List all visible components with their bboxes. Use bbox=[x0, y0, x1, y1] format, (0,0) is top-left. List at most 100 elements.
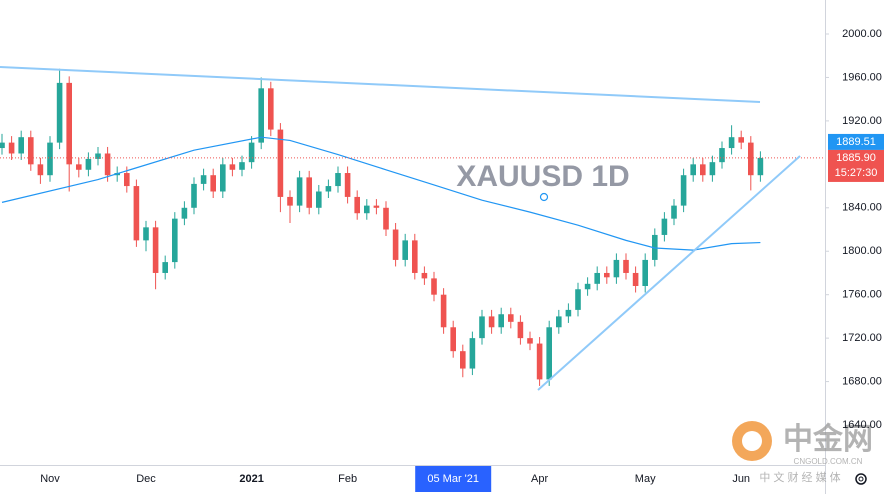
candle-body bbox=[364, 205, 370, 214]
candle-body bbox=[383, 207, 389, 230]
logo-inner bbox=[742, 431, 762, 451]
candle-body bbox=[306, 177, 312, 208]
candle-body bbox=[604, 272, 610, 278]
watermark-site: CNGOLD.COM.CN bbox=[794, 457, 863, 466]
gear[interactable] bbox=[855, 473, 867, 485]
crosshair-date-box bbox=[415, 466, 492, 492]
symbol-title: XAUUSD 1D bbox=[456, 160, 629, 193]
candle-body bbox=[632, 272, 639, 286]
candle-body bbox=[709, 162, 716, 176]
candle-body bbox=[248, 142, 255, 163]
candle-body bbox=[124, 173, 130, 187]
candle-body bbox=[344, 173, 351, 197]
candle-body bbox=[498, 314, 504, 328]
candle-body bbox=[56, 82, 63, 143]
candle-body bbox=[613, 259, 620, 278]
candle-body bbox=[210, 175, 216, 192]
x-tick-label: Apr bbox=[531, 473, 548, 485]
y-tick-label: 1800.00 bbox=[842, 245, 882, 257]
candle-body bbox=[316, 191, 322, 208]
candle-body bbox=[661, 218, 668, 235]
candle-body bbox=[565, 309, 572, 317]
candle-body bbox=[287, 196, 293, 206]
candle-body bbox=[719, 148, 725, 163]
x-tick-label: Nov bbox=[40, 473, 60, 485]
moving-average bbox=[1, 136, 761, 251]
candle-body bbox=[748, 142, 754, 176]
x-tick-label: Dec bbox=[136, 473, 156, 485]
watermark-brand: 中金网 bbox=[783, 422, 873, 456]
candle-body bbox=[37, 164, 44, 176]
candle-body bbox=[18, 137, 24, 154]
candle-body bbox=[488, 316, 495, 328]
candle-body bbox=[162, 262, 168, 273]
candle-body bbox=[220, 164, 226, 192]
candle-body bbox=[680, 175, 687, 206]
candle-body bbox=[8, 142, 15, 154]
candle-body bbox=[95, 153, 101, 159]
candle-body bbox=[536, 343, 543, 380]
y-tick-label: 1840.00 bbox=[842, 202, 882, 214]
candle-body bbox=[508, 314, 514, 322]
watermark: 中金网 CNGOLD.COM.CN 中 文 财 经 媒 体 bbox=[732, 421, 873, 484]
candle-body bbox=[594, 272, 600, 284]
candle-body bbox=[268, 88, 274, 130]
y-tick-label: 1640.00 bbox=[842, 419, 882, 431]
candle-body bbox=[671, 205, 677, 219]
candle-body bbox=[325, 186, 332, 192]
y-tick-label: 1920.00 bbox=[842, 115, 882, 127]
candle-body bbox=[229, 164, 236, 170]
watermark-tagline: 中 文 财 经 媒 体 bbox=[759, 470, 840, 484]
crosshair-date-label: 05 Mar '21 bbox=[427, 473, 479, 485]
y-tick-label: 1760.00 bbox=[842, 289, 882, 301]
candle-body bbox=[556, 316, 562, 328]
candle-body bbox=[335, 173, 341, 187]
x-tick-label: Feb bbox=[338, 473, 357, 485]
candle-body bbox=[200, 175, 207, 184]
candle-body bbox=[412, 240, 418, 273]
candle-body bbox=[738, 137, 744, 143]
candle-body bbox=[584, 283, 591, 290]
candle-body bbox=[191, 183, 197, 208]
candle-body bbox=[47, 142, 53, 176]
candle-body bbox=[392, 229, 399, 260]
candle-body bbox=[450, 327, 456, 352]
x-tick-label: Jun bbox=[732, 473, 750, 485]
candle-body bbox=[479, 316, 485, 339]
candle-body bbox=[421, 272, 428, 279]
settings-icon[interactable] bbox=[855, 473, 867, 485]
support-trendline bbox=[537, 155, 801, 391]
anchor-point bbox=[539, 192, 549, 202]
candle-body bbox=[66, 82, 72, 165]
candle-body bbox=[152, 227, 159, 273]
price-box bbox=[828, 133, 884, 150]
candle-body bbox=[181, 207, 188, 219]
x-tick-label: 2021 bbox=[239, 473, 263, 485]
candle-body bbox=[440, 294, 447, 328]
candle-body bbox=[133, 186, 140, 241]
last-price-box bbox=[828, 149, 884, 182]
candle-body bbox=[402, 240, 408, 260]
gear-center[interactable] bbox=[858, 476, 864, 482]
candle-body bbox=[757, 157, 764, 176]
candle-body bbox=[517, 321, 524, 339]
candle-body bbox=[172, 218, 178, 263]
candle-body bbox=[527, 338, 533, 344]
candle-body bbox=[431, 278, 437, 295]
y-tick-label: 1960.00 bbox=[842, 71, 882, 83]
bar-countdown: 15:27:30 bbox=[835, 167, 878, 179]
candle-body bbox=[546, 327, 552, 380]
candle-body bbox=[642, 259, 648, 286]
candle-body bbox=[277, 129, 284, 197]
candle-body bbox=[143, 227, 149, 241]
candle-body bbox=[296, 177, 303, 206]
candle-body bbox=[0, 142, 5, 149]
candle-body bbox=[469, 338, 476, 369]
last-price-label: 1885.90 bbox=[836, 152, 876, 164]
candle-body bbox=[623, 259, 629, 273]
candle-body bbox=[354, 196, 360, 214]
candle-body bbox=[460, 351, 466, 369]
candle-body bbox=[85, 158, 92, 170]
